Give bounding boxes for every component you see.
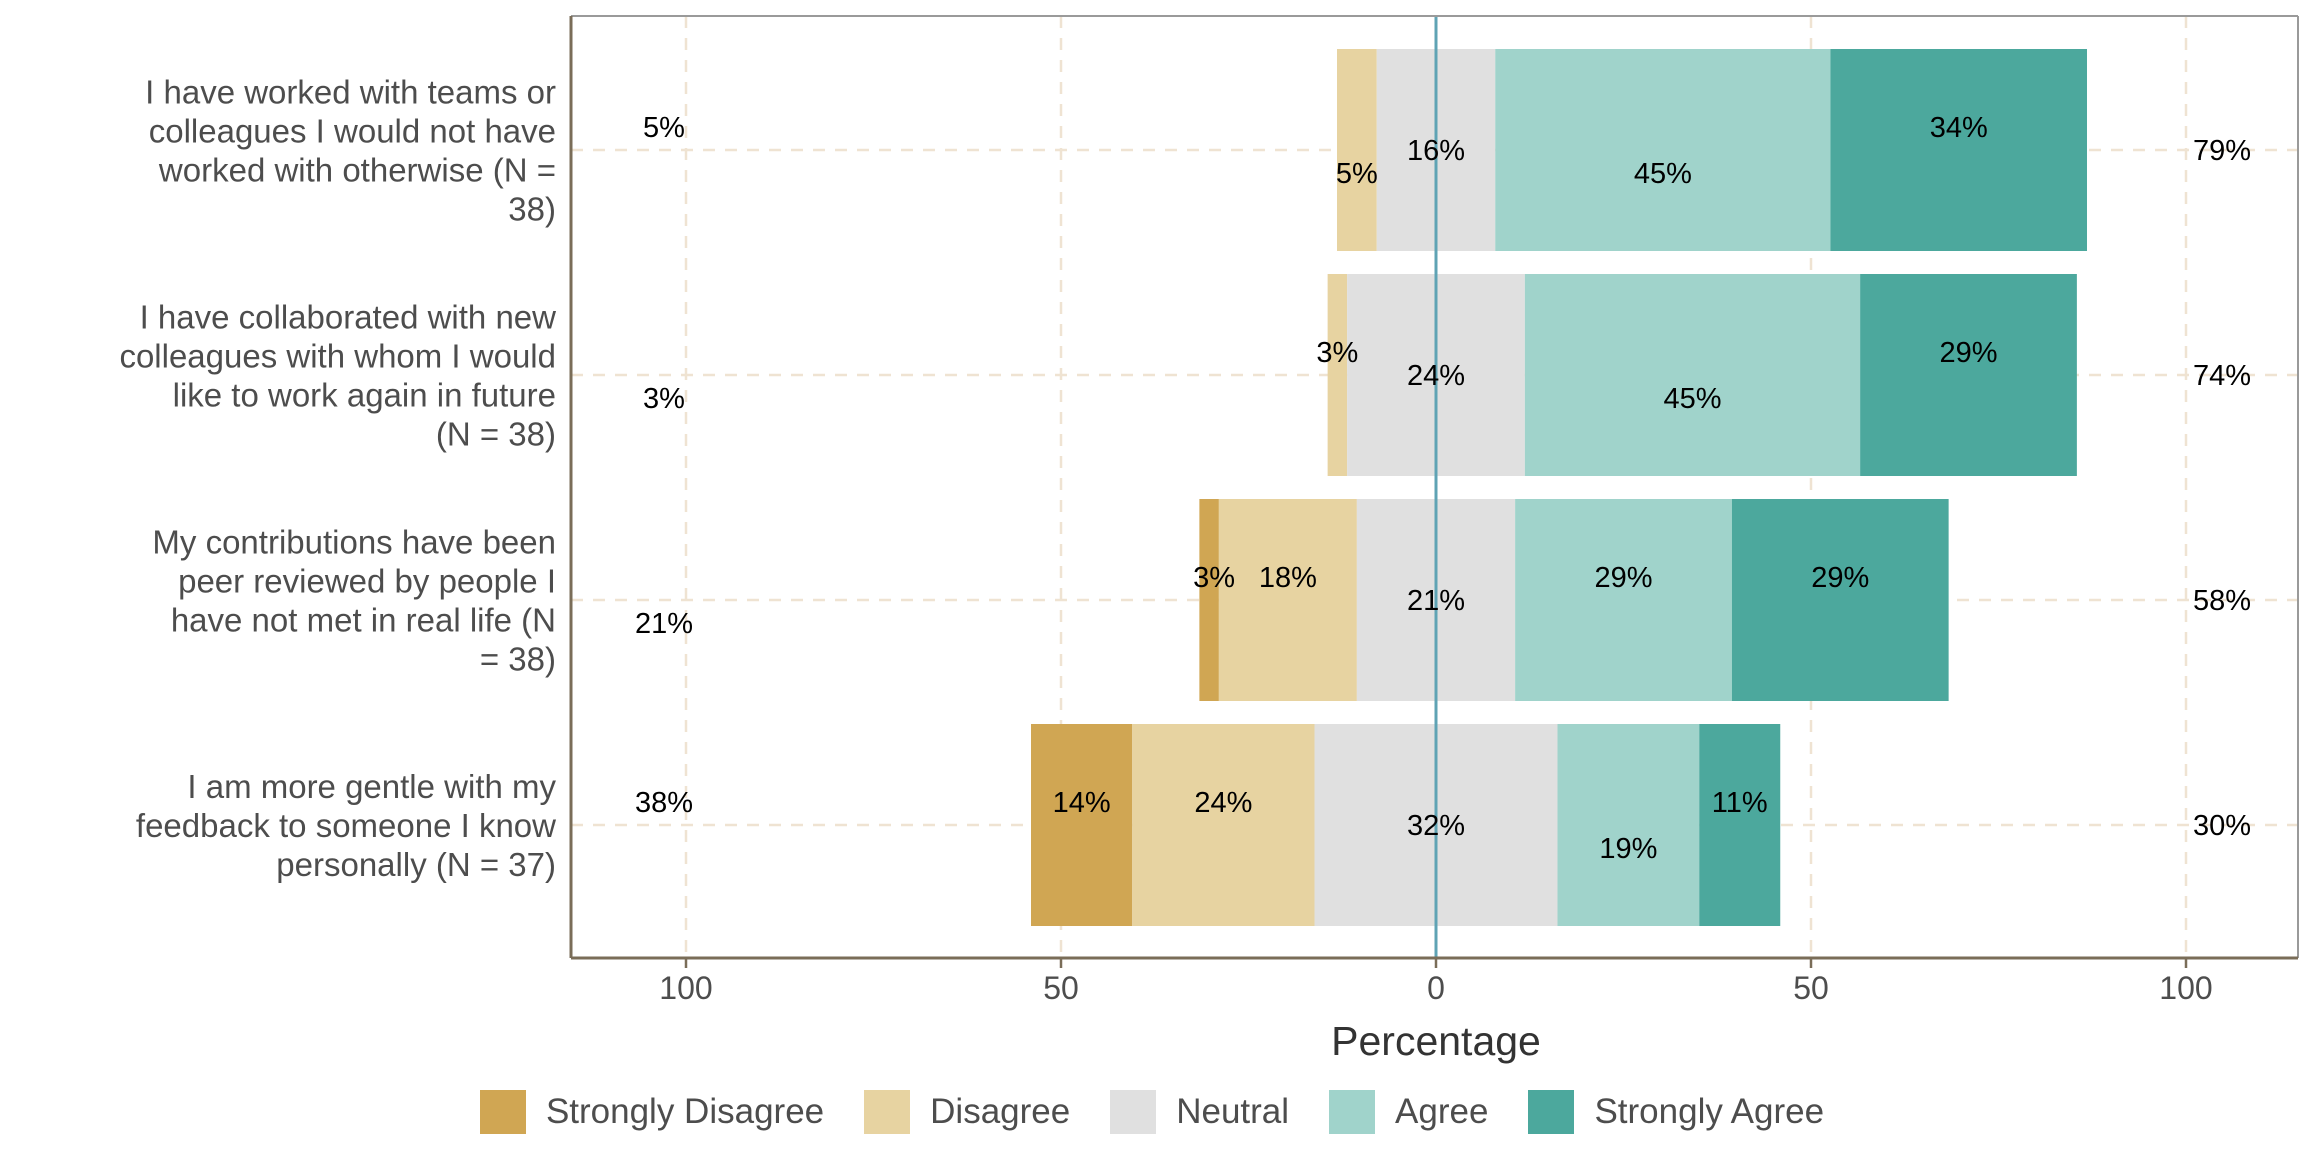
- legend-swatch: [1329, 1090, 1376, 1134]
- legend-label: Agree: [1395, 1092, 1489, 1131]
- y-axis-label-line: 38): [508, 191, 556, 228]
- bar-segment-label: 32%: [1407, 810, 1465, 842]
- negative-total-label: 38%: [635, 787, 693, 819]
- bar-segment-agree: [1524, 274, 1861, 476]
- y-axis-label-line: = 38): [480, 641, 556, 678]
- bar-segment-strongly-agree: [1699, 724, 1781, 926]
- bars: [1031, 16, 2087, 958]
- x-axis-tick-label: 50: [1793, 970, 1829, 1006]
- legend-label: Neutral: [1176, 1092, 1290, 1131]
- bar-segment-label: 29%: [1811, 562, 1869, 594]
- bar-segment-label: 19%: [1599, 833, 1657, 865]
- y-axis-label-line: feedback to someone I know: [136, 807, 556, 844]
- legend-swatch: [1110, 1090, 1157, 1134]
- negative-total-label: 5%: [643, 112, 685, 144]
- bar-segment-strongly-agree: [1860, 274, 2077, 476]
- bar-segment-disagree: [1132, 724, 1315, 926]
- data-labels: 5% 16% 45% 34% 5% 79% 3% 24% 45% 29% 3% 74% 3% 18% 21%…: [635, 112, 2251, 865]
- x-axis-title: Percentage: [1331, 1018, 1541, 1064]
- y-axis-category-label: I have worked with teams or colleagues I …: [145, 74, 556, 228]
- negative-total-label: 21%: [635, 608, 693, 640]
- legend-label: Disagree: [930, 1092, 1071, 1131]
- bar-segment-label: 3%: [1193, 562, 1235, 594]
- y-axis-label-line: colleagues I would not have: [149, 113, 556, 150]
- bar-segment-label: 16%: [1407, 135, 1465, 167]
- y-axis-category-label: My contributions have been peer reviewed …: [152, 524, 556, 678]
- legend-swatch: [1528, 1090, 1575, 1134]
- legend-item: Disagree: [864, 1090, 1070, 1134]
- positive-total-label: 58%: [2193, 585, 2251, 617]
- bar-segment-label: 45%: [1663, 383, 1721, 415]
- y-axis-label-line: I am more gentle with my: [187, 768, 556, 805]
- bar-segment-label: 14%: [1053, 787, 1111, 819]
- legend-swatch: [864, 1090, 911, 1134]
- y-axis-label-line: personally (N = 37): [276, 846, 556, 883]
- y-axis-label-line: have not met in real life (N: [171, 602, 556, 639]
- y-axis-label-line: My contributions have been: [152, 524, 556, 561]
- x-axis-tick-label: 100: [2159, 970, 2212, 1006]
- bar-segment-agree: [1557, 724, 1700, 926]
- bar-segment-label: 29%: [1594, 562, 1652, 594]
- bar-segment-strongly-disagree: [1031, 724, 1133, 926]
- x-axis-tick-label: 0: [1427, 970, 1445, 1006]
- bar-segment-label: 18%: [1259, 562, 1317, 594]
- y-axis-label-line: peer reviewed by people I: [178, 563, 556, 600]
- x-axis-tick-label: 100: [659, 970, 712, 1006]
- legend-label: Strongly Disagree: [545, 1092, 825, 1131]
- x-axis-tick-label: 50: [1043, 970, 1079, 1006]
- bar-segment-disagree: [1337, 49, 1377, 251]
- legend-label: Strongly Agree: [1594, 1092, 1825, 1131]
- y-axis-label-line: colleagues with whom I would: [119, 338, 556, 375]
- legend-item: Strongly Agree: [1528, 1090, 1824, 1134]
- bar-segment-label: 24%: [1407, 360, 1465, 392]
- bar-segment-label: 5%: [1336, 158, 1378, 190]
- y-axis-label-line: like to work again in future: [173, 377, 556, 414]
- bar-segment-agree: [1495, 49, 1831, 251]
- legend-item: Agree: [1329, 1090, 1488, 1134]
- legend-item: Neutral: [1110, 1090, 1289, 1134]
- bar-segment-strongly-agree: [1830, 49, 2087, 251]
- y-axis-label-line: I have collaborated with new: [140, 299, 557, 336]
- bar-segment-label: 3%: [1316, 337, 1358, 369]
- axes: I have worked with teams or colleagues I …: [119, 15, 2299, 1006]
- bar-segment-disagree: [1327, 274, 1348, 476]
- bar-segment-strongly-disagree: [1199, 499, 1219, 701]
- bar-segment-label: 45%: [1634, 158, 1692, 190]
- bar-segment-disagree: [1218, 499, 1357, 701]
- negative-total-label: 3%: [643, 383, 685, 415]
- bar-segment-strongly-agree: [1731, 499, 1949, 701]
- legend-item: Strongly Disagree: [479, 1090, 825, 1134]
- y-axis-label-line: worked with otherwise (N =: [158, 152, 556, 189]
- positive-total-label: 79%: [2193, 135, 2251, 167]
- legend-swatch: [479, 1090, 526, 1134]
- y-axis-category-label: I have collaborated with new colleagues w…: [119, 299, 556, 453]
- positive-total-label: 30%: [2193, 810, 2251, 842]
- y-axis-label-line: I have worked with teams or: [145, 74, 556, 111]
- bar-segment-agree: [1515, 499, 1732, 701]
- bar-segment-label: 29%: [1939, 337, 1997, 369]
- positive-total-label: 74%: [2193, 360, 2251, 392]
- bar-segment-label: 34%: [1930, 112, 1988, 144]
- bar-segment-label: 11%: [1712, 787, 1768, 819]
- bar-segment-label: 21%: [1407, 585, 1465, 617]
- bar-segment-label: 24%: [1194, 787, 1252, 819]
- y-axis-label-line: (N = 38): [436, 416, 556, 453]
- legend: Strongly Disagree Disagree Neutral Agree Str…: [0, 1090, 2304, 1134]
- y-axis-category-label: I am more gentle with my feedback to some…: [136, 768, 557, 883]
- likert-chart: 5% 16% 45% 34% 5% 79% 3% 24% 45% 29% 3% 74% 3% 18% 21%…: [119, 15, 2299, 1064]
